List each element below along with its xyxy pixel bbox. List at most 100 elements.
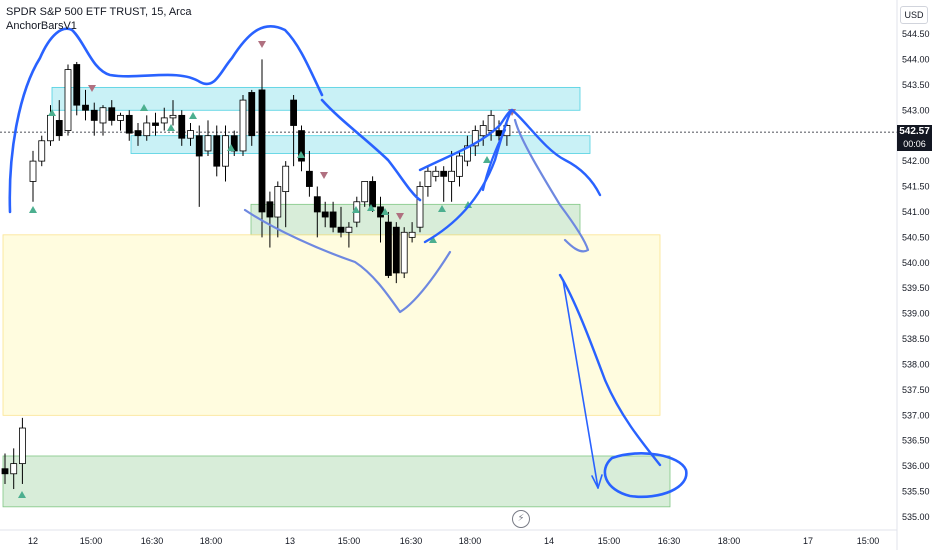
candle-s2-25[interactable] bbox=[456, 150, 463, 187]
lightning-icon[interactable]: ⚡ bbox=[512, 510, 530, 528]
candle-s2-9[interactable] bbox=[329, 201, 337, 233]
drawing-peak-arc bbox=[423, 108, 602, 244]
buy-signal-marker bbox=[227, 144, 235, 151]
price-tick-label: 544.00 bbox=[902, 54, 930, 64]
candle-body bbox=[424, 170, 432, 187]
candle-s2-6[interactable] bbox=[305, 150, 313, 197]
candle-s1-6[interactable] bbox=[82, 89, 89, 121]
time-tick-label: 16:30 bbox=[141, 536, 164, 546]
candle-s2-20[interactable] bbox=[416, 181, 424, 233]
candle-s2-17[interactable] bbox=[392, 222, 400, 284]
candle-s2-22[interactable] bbox=[432, 166, 440, 182]
signal-markers-layer bbox=[18, 41, 516, 498]
candle-s2-11[interactable] bbox=[345, 222, 353, 248]
candle-s1-19[interactable] bbox=[195, 125, 203, 207]
candle-s1-21[interactable] bbox=[213, 125, 221, 177]
candle-s2-4[interactable] bbox=[290, 95, 298, 167]
candle-body bbox=[1, 468, 9, 475]
candle-s1-3[interactable] bbox=[55, 100, 63, 141]
candle-s2-10[interactable] bbox=[337, 206, 345, 238]
candle-s1-9[interactable] bbox=[108, 100, 116, 126]
candle-s2-27[interactable] bbox=[471, 125, 479, 157]
candle-s1-14[interactable] bbox=[152, 112, 159, 136]
candle-body bbox=[369, 181, 377, 208]
time-tick-label: 16:30 bbox=[400, 536, 423, 546]
buy-signal-marker bbox=[483, 156, 491, 163]
candle-s2-3[interactable] bbox=[282, 161, 290, 228]
candle-s1-22[interactable] bbox=[222, 125, 229, 182]
candle-s2-21[interactable] bbox=[424, 166, 432, 197]
candle-body bbox=[134, 130, 142, 137]
price-tick-label: 535.50 bbox=[902, 487, 930, 497]
candle-body bbox=[178, 114, 186, 139]
candle-s1-4[interactable] bbox=[64, 64, 72, 136]
candle-s1-1[interactable] bbox=[38, 135, 46, 167]
candle-body bbox=[160, 117, 168, 124]
candle-s1-20[interactable] bbox=[204, 120, 212, 157]
price-tick-label: 541.00 bbox=[902, 207, 930, 217]
candle-s1-15[interactable] bbox=[160, 107, 168, 131]
candle-s1-13[interactable] bbox=[143, 115, 151, 141]
buy-signal-marker bbox=[18, 491, 26, 498]
candle-s2-0[interactable] bbox=[258, 59, 266, 238]
candle-s2-18[interactable] bbox=[400, 227, 408, 279]
candle-s2-1[interactable] bbox=[266, 191, 274, 248]
candle-body bbox=[298, 130, 305, 162]
candle-s1-16[interactable] bbox=[169, 100, 177, 126]
candle-s2-26[interactable] bbox=[463, 135, 471, 167]
drawing-center-arc bbox=[320, 98, 422, 202]
currency-button[interactable]: USD bbox=[900, 6, 928, 24]
candle-body bbox=[416, 186, 424, 228]
candle-s1-24[interactable] bbox=[239, 95, 247, 157]
price-tick-label: 539.00 bbox=[902, 309, 930, 319]
candle-body bbox=[55, 120, 63, 137]
candle-s2-13[interactable] bbox=[361, 181, 369, 207]
candle-body bbox=[305, 170, 313, 187]
zone-green-2[interactable] bbox=[250, 203, 581, 236]
price-tick-label: 541.50 bbox=[902, 182, 930, 192]
last-price-value: 542.57 bbox=[899, 126, 930, 137]
candle-s2-8[interactable] bbox=[321, 201, 329, 228]
candle-s1-11[interactable] bbox=[125, 110, 133, 141]
candle-body bbox=[432, 170, 440, 177]
time-tick-label: 17 bbox=[803, 536, 813, 546]
candle-s1-8[interactable] bbox=[99, 105, 107, 136]
candle-body bbox=[345, 226, 353, 233]
candle-s2-19[interactable] bbox=[408, 222, 416, 243]
candle-body bbox=[90, 109, 98, 121]
candle-s2-16[interactable] bbox=[384, 211, 392, 279]
buy-signal-marker bbox=[464, 201, 472, 208]
candle-s2-29[interactable] bbox=[487, 110, 495, 141]
candle-s2-23[interactable] bbox=[440, 166, 448, 202]
candle-s1-18[interactable] bbox=[187, 122, 194, 146]
candle-s1-5[interactable] bbox=[73, 61, 81, 116]
candle-body bbox=[463, 145, 471, 162]
candle-s0-2[interactable] bbox=[18, 417, 26, 484]
candle-s2-28[interactable] bbox=[479, 120, 487, 146]
candle-s0-0[interactable] bbox=[1, 453, 9, 484]
zone-green-4[interactable] bbox=[2, 455, 671, 508]
candle-s1-12[interactable] bbox=[134, 122, 142, 146]
candle-body bbox=[329, 211, 337, 228]
drawing-arrow-line bbox=[562, 279, 599, 489]
candle-s1-7[interactable] bbox=[90, 102, 98, 136]
candle-s1-25[interactable] bbox=[248, 89, 256, 146]
price-axis: 544.50544.00543.50543.00542.50542.00541.… bbox=[896, 0, 930, 550]
candle-s1-17[interactable] bbox=[178, 110, 186, 146]
buy-signal-marker bbox=[297, 151, 305, 158]
candle-s1-10[interactable] bbox=[117, 112, 124, 131]
candle-body bbox=[38, 140, 46, 162]
candle-s2-24[interactable] bbox=[448, 150, 456, 202]
candle-s0-1[interactable] bbox=[10, 448, 18, 490]
candle-s2-5[interactable] bbox=[298, 125, 305, 172]
candle-s2-7[interactable] bbox=[313, 186, 321, 238]
zone-cyan-0[interactable] bbox=[51, 86, 581, 111]
time-tick-label: 12 bbox=[28, 536, 38, 546]
candle-s1-0[interactable] bbox=[29, 150, 37, 202]
candle-body bbox=[321, 211, 329, 218]
candle-body bbox=[10, 463, 18, 475]
time-tick-label: 18:00 bbox=[718, 536, 741, 546]
time-tick-label: 18:00 bbox=[459, 536, 482, 546]
zone-yellow-3[interactable] bbox=[2, 234, 661, 416]
